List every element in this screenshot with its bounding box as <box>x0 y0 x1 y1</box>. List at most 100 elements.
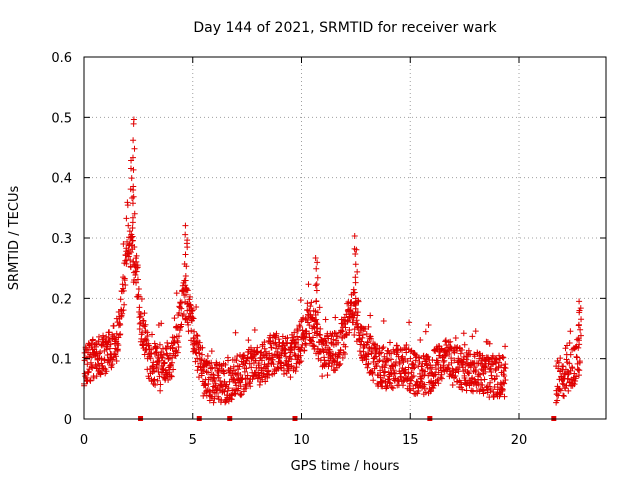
data-point <box>125 222 132 229</box>
data-point <box>575 344 582 351</box>
data-point <box>569 365 576 372</box>
data-point <box>341 351 348 358</box>
data-point <box>247 383 254 390</box>
data-point <box>281 350 288 357</box>
data-point <box>231 391 238 398</box>
data-point <box>182 251 189 258</box>
x-tick-label: 0 <box>80 433 88 448</box>
data-point <box>425 321 432 328</box>
data-point <box>396 360 403 367</box>
data-point <box>350 314 357 321</box>
data-point <box>142 321 149 328</box>
data-point <box>429 357 436 364</box>
data-point <box>313 320 320 327</box>
data-point <box>342 343 349 350</box>
data-point <box>460 330 467 337</box>
data-point <box>414 379 421 386</box>
data-point <box>92 361 99 368</box>
data-point <box>487 387 494 394</box>
data-point <box>223 381 230 388</box>
data-point <box>290 336 297 343</box>
data-point <box>352 274 359 281</box>
data-point <box>501 364 508 371</box>
data-point <box>203 388 210 395</box>
data-point <box>369 369 376 376</box>
data-point <box>176 309 183 316</box>
data-point <box>458 381 465 388</box>
data-point <box>261 345 268 352</box>
data-point <box>448 359 455 366</box>
data-point <box>158 320 165 327</box>
data-point <box>133 279 140 286</box>
data-point <box>268 344 275 351</box>
data-point <box>470 388 477 395</box>
data-point <box>332 314 339 321</box>
data-point <box>561 393 568 400</box>
data-point <box>352 295 359 302</box>
data-point <box>99 336 106 343</box>
data-point <box>491 384 498 391</box>
data-point <box>121 275 128 282</box>
data-point <box>560 392 567 399</box>
data-point <box>364 364 371 371</box>
data-point <box>185 321 192 328</box>
data-point <box>113 346 120 353</box>
data-point <box>498 362 505 369</box>
data-point <box>182 222 189 229</box>
data-point <box>267 338 274 345</box>
data-point <box>368 335 375 342</box>
x-axis-label: GPS time / hours <box>291 459 400 474</box>
data-point <box>576 309 583 316</box>
data-point <box>306 322 313 329</box>
data-point <box>472 328 479 335</box>
data-point <box>244 375 251 382</box>
data-point <box>244 372 251 379</box>
data-point <box>191 328 198 335</box>
data-point <box>195 374 202 381</box>
data-point <box>405 364 412 371</box>
data-point <box>445 339 452 346</box>
data-point <box>213 386 220 393</box>
data-point <box>136 320 143 327</box>
data-point <box>394 376 401 383</box>
data-point <box>113 358 120 365</box>
data-point <box>451 357 458 364</box>
data-point <box>134 262 141 269</box>
data-point <box>151 368 158 375</box>
data-point <box>239 361 246 368</box>
data-point <box>310 323 317 330</box>
data-point <box>468 375 475 382</box>
data-point <box>215 396 222 403</box>
data-point <box>351 232 358 239</box>
data-point <box>234 353 241 360</box>
data-point <box>388 384 395 391</box>
data-point <box>487 365 494 372</box>
data-point <box>351 245 358 252</box>
data-point <box>183 263 190 270</box>
data-point <box>497 391 504 398</box>
data-point <box>502 343 509 350</box>
data-point <box>307 303 314 310</box>
data-point <box>352 300 359 307</box>
data-point <box>170 366 177 373</box>
data-point <box>192 349 199 356</box>
data-point <box>87 351 94 358</box>
data-point <box>334 354 341 361</box>
data-point <box>103 368 110 375</box>
data-point <box>130 120 137 127</box>
data-point <box>298 358 305 365</box>
data-point <box>433 366 440 373</box>
data-point <box>89 364 96 371</box>
data-point <box>237 383 244 390</box>
data-point <box>409 361 416 368</box>
data-point <box>554 397 561 404</box>
data-point <box>310 334 317 341</box>
y-tick-label: 0.5 <box>51 111 72 126</box>
data-point <box>319 373 326 380</box>
data-point <box>557 387 564 394</box>
data-point <box>465 347 472 354</box>
data-point <box>418 366 425 373</box>
data-point <box>364 338 371 345</box>
data-point <box>559 380 566 387</box>
data-point <box>106 337 113 344</box>
